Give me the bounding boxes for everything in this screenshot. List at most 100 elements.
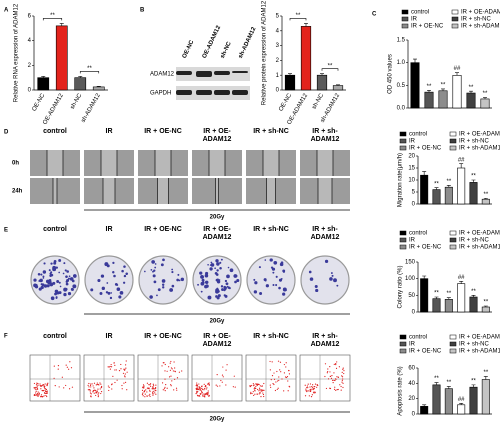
flow-dot — [143, 386, 145, 388]
colony — [253, 278, 256, 281]
column-label: IR + OE-NC — [144, 333, 182, 340]
colony — [178, 279, 181, 282]
flow-dot — [149, 384, 151, 386]
bracket-label: ** — [50, 13, 55, 19]
flow-dot — [195, 393, 197, 395]
colony — [216, 262, 220, 266]
flow-dot — [46, 384, 48, 386]
flow-dot — [307, 383, 309, 385]
flow-dot — [260, 390, 262, 392]
flow-dot — [169, 369, 171, 371]
flow-dot — [340, 389, 342, 391]
colony — [162, 258, 165, 262]
flow-dot — [313, 388, 315, 390]
flow-plot — [299, 354, 351, 402]
colony — [336, 284, 339, 287]
legend-label: IR + OE-ADAM12 — [459, 132, 500, 138]
colony — [215, 259, 219, 263]
error-bar — [446, 386, 451, 389]
y-tick-label: 20 — [408, 396, 415, 402]
scratch-gap — [47, 150, 63, 176]
bar — [74, 77, 87, 91]
colony-dish — [300, 255, 350, 305]
bracket-label: ** — [296, 13, 301, 19]
flow-dot — [208, 395, 210, 398]
colony — [177, 273, 180, 276]
flow-dot — [198, 394, 200, 397]
legend-label: IR + sh-NC — [461, 17, 492, 23]
flow-dot — [154, 392, 156, 394]
y-tick-label: 5 — [276, 14, 280, 20]
colony — [265, 284, 269, 288]
flow-dot — [96, 383, 98, 386]
scratch-gap — [101, 150, 117, 176]
flow-dot — [161, 382, 164, 384]
y-tick-label: 0 — [276, 88, 280, 94]
y-tick-label: 0.5 — [397, 83, 406, 89]
significance-label: ** — [483, 192, 488, 198]
flow-dot — [38, 392, 40, 394]
error-bar — [471, 179, 476, 183]
error-bar — [427, 90, 431, 93]
colony — [254, 281, 258, 285]
flow-dot — [254, 387, 256, 389]
colony — [308, 270, 312, 274]
flow-dot — [207, 383, 209, 385]
flow-dot — [164, 363, 166, 366]
flow-dot — [253, 394, 255, 397]
column-label: IR + sh-NC — [253, 128, 289, 135]
flow-dot — [164, 378, 166, 380]
flow-dot — [250, 385, 252, 387]
flow-dot — [205, 385, 207, 387]
colony — [33, 278, 37, 282]
colony — [275, 284, 278, 287]
flow-dot — [37, 391, 39, 393]
colony — [48, 269, 51, 272]
flow-dot — [305, 388, 307, 390]
legend-swatch — [449, 341, 457, 347]
flow-dot — [108, 366, 110, 368]
error-bar — [469, 90, 473, 94]
legend-label: IR + sh-NC — [459, 139, 490, 145]
bar — [469, 386, 478, 415]
flow-dot — [120, 363, 122, 366]
flow-dot — [305, 390, 307, 392]
colony — [52, 265, 57, 270]
flow-dot — [152, 391, 154, 393]
colony — [235, 274, 238, 278]
column-label: IR + sh-NC — [253, 333, 289, 340]
flow-dot — [66, 366, 68, 368]
colony — [180, 277, 185, 282]
colony — [63, 292, 67, 297]
flow-dot — [96, 391, 98, 394]
colony — [72, 274, 77, 278]
colony — [219, 266, 222, 270]
flow-dot — [195, 388, 197, 390]
legend-swatch — [451, 16, 459, 22]
flow-dot — [97, 395, 100, 397]
flow-dot — [252, 383, 254, 385]
bar — [432, 189, 441, 205]
legend-label: IR — [411, 17, 418, 23]
flow-dot — [269, 369, 271, 371]
flow-dot — [63, 387, 65, 389]
flow-dot — [216, 374, 218, 376]
flow-dot — [176, 389, 178, 391]
legend-swatch — [449, 145, 457, 151]
flow-dot — [256, 384, 258, 387]
colony-dish — [246, 255, 296, 305]
flow-dot — [310, 389, 312, 391]
error-bar — [459, 281, 464, 284]
error-bar — [441, 88, 445, 91]
flow-dot — [335, 389, 337, 391]
colony — [210, 263, 215, 267]
flow-dot — [123, 368, 125, 370]
colony — [50, 262, 53, 265]
blot-band — [196, 71, 212, 77]
flow-dot — [308, 390, 310, 392]
flow-dot — [313, 386, 315, 388]
flow-dot — [57, 364, 60, 367]
colony — [223, 294, 226, 297]
flow-dot — [61, 376, 63, 378]
flow-dot — [263, 395, 265, 398]
